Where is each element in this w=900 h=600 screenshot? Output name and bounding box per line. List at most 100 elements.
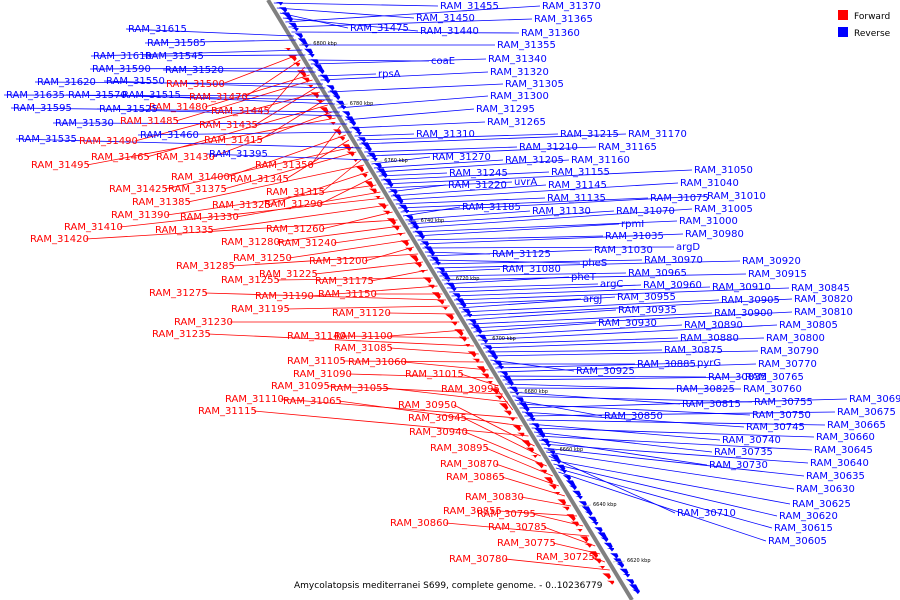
reverse-gene-label[interactable]: pheS <box>582 258 607 269</box>
reverse-gene-label[interactable]: RAM_30880 <box>680 333 739 344</box>
reverse-gene-label[interactable]: RAM_31455 <box>440 1 499 12</box>
forward-gene-arrow[interactable] <box>359 173 368 178</box>
reverse-gene-arrow[interactable] <box>307 54 315 58</box>
reverse-gene-arrow[interactable] <box>458 303 467 309</box>
reverse-gene-label[interactable]: RAM_31000 <box>679 216 738 227</box>
forward-gene-arrow[interactable] <box>382 210 390 215</box>
reverse-gene-label[interactable]: RAM_30875 <box>664 345 723 356</box>
reverse-gene-label[interactable]: RAM_31210 <box>519 142 578 153</box>
forward-gene-label[interactable]: RAM_31150 <box>318 289 377 300</box>
reverse-gene-label[interactable]: RAM_30625 <box>792 499 851 510</box>
reverse-gene-label[interactable]: RAM_30770 <box>758 359 817 370</box>
reverse-gene-arrow[interactable] <box>594 527 603 533</box>
forward-gene-arrow[interactable] <box>575 529 583 532</box>
reverse-gene-label[interactable]: RAM_30790 <box>760 346 819 357</box>
reverse-gene-label[interactable]: RAM_31355 <box>497 40 556 51</box>
forward-gene-arrow[interactable] <box>409 255 419 263</box>
reverse-gene-label[interactable]: RAM_31135 <box>547 193 606 204</box>
reverse-gene-label[interactable]: RAM_30745 <box>746 422 805 433</box>
forward-gene-arrow[interactable] <box>606 580 615 585</box>
forward-gene-label[interactable]: RAM_31480 <box>149 102 208 113</box>
forward-gene-arrow[interactable] <box>292 62 301 67</box>
forward-gene-label[interactable]: RAM_31195 <box>231 304 290 315</box>
forward-gene-label[interactable]: RAM_30870 <box>440 459 499 470</box>
forward-gene-label[interactable]: RAM_30830 <box>465 492 524 503</box>
forward-gene-arrow[interactable] <box>413 262 422 268</box>
forward-gene-arrow[interactable] <box>422 277 432 284</box>
forward-gene-label[interactable]: RAM_31260 <box>266 224 325 235</box>
reverse-gene-label[interactable]: RAM_31035 <box>605 231 664 242</box>
reverse-gene-label[interactable]: argJ <box>583 294 602 305</box>
forward-gene-label[interactable]: RAM_31385 <box>132 197 191 208</box>
reverse-gene-arrow[interactable] <box>364 147 372 153</box>
forward-gene-label[interactable]: RAM_31290 <box>264 199 323 210</box>
forward-gene-arrow[interactable] <box>386 218 397 226</box>
forward-gene-label[interactable]: RAM_30725 <box>536 552 595 563</box>
reverse-gene-label[interactable]: RAM_30800 <box>766 333 825 344</box>
forward-gene-label[interactable]: RAM_31415 <box>204 135 263 146</box>
forward-gene-label[interactable]: RAM_31275 <box>149 288 208 299</box>
reverse-gene-arrow[interactable] <box>370 158 378 162</box>
forward-gene-label[interactable]: RAM_31015 <box>405 369 464 380</box>
forward-gene-label[interactable]: RAM_31345 <box>230 174 289 185</box>
forward-gene-arrow[interactable] <box>499 403 509 411</box>
reverse-gene-arrow[interactable] <box>584 511 593 517</box>
reverse-gene-label[interactable]: RAM_30970 <box>644 255 703 266</box>
reverse-gene-arrow[interactable] <box>490 355 498 361</box>
forward-gene-label[interactable]: RAM_30895 <box>430 443 489 454</box>
reverse-gene-label[interactable]: RAM_30955 <box>617 292 676 303</box>
forward-gene-arrow[interactable] <box>445 314 454 321</box>
reverse-gene-arrow[interactable] <box>389 189 398 195</box>
reverse-gene-label[interactable]: RAM_30645 <box>814 445 873 456</box>
forward-gene-label[interactable]: RAM_31425 <box>109 184 168 195</box>
reverse-gene-arrow[interactable] <box>575 496 583 500</box>
reverse-gene-label[interactable]: RAM_30885 <box>637 359 696 370</box>
forward-gene-arrow[interactable] <box>584 543 592 548</box>
reverse-gene-label[interactable]: RAM_31005 <box>694 204 753 215</box>
forward-gene-label[interactable]: RAM_31335 <box>155 225 214 236</box>
reverse-gene-arrow[interactable] <box>468 319 477 325</box>
forward-gene-label[interactable]: RAM_31200 <box>309 256 368 267</box>
forward-gene-label[interactable]: RAM_31465 <box>91 152 150 163</box>
reverse-gene-label[interactable]: RAM_30960 <box>643 280 702 291</box>
reverse-gene-label[interactable]: RAM_31305 <box>505 79 564 90</box>
forward-gene-arrow[interactable] <box>597 566 605 569</box>
reverse-gene-arrow[interactable] <box>335 100 345 108</box>
forward-gene-label[interactable]: RAM_31420 <box>30 234 89 245</box>
reverse-gene-label[interactable]: RAM_31590 <box>92 64 151 75</box>
reverse-gene-label[interactable]: RAM_31525 <box>99 104 158 115</box>
reverse-gene-label[interactable]: RAM_31080 <box>502 264 561 275</box>
forward-gene-label[interactable]: RAM_31400 <box>171 172 230 183</box>
reverse-gene-label[interactable]: RAM_31395 <box>209 149 268 160</box>
reverse-gene-label[interactable]: RAM_30630 <box>796 484 855 495</box>
reverse-gene-label[interactable]: RAM_30825 <box>676 384 735 395</box>
reverse-gene-label[interactable]: RAM_31440 <box>420 26 479 37</box>
forward-gene-label[interactable]: RAM_31120 <box>332 308 391 319</box>
forward-gene-label[interactable]: RAM_30855 <box>443 506 502 517</box>
reverse-gene-label[interactable]: RAM_31185 <box>462 202 521 213</box>
forward-gene-arrow[interactable] <box>521 440 531 448</box>
reverse-gene-arrow[interactable] <box>332 95 341 101</box>
forward-gene-arrow[interactable] <box>557 499 567 506</box>
reverse-gene-arrow[interactable] <box>606 548 615 552</box>
reverse-gene-arrow[interactable] <box>616 563 625 569</box>
forward-gene-label[interactable]: RAM_30945 <box>408 413 467 424</box>
forward-gene-label[interactable]: RAM_31490 <box>79 136 138 147</box>
forward-gene-label[interactable]: RAM_31435 <box>199 120 258 131</box>
forward-gene-arrow[interactable] <box>364 181 374 189</box>
reverse-gene-label[interactable]: RAM_30660 <box>816 432 875 443</box>
forward-gene-arrow[interactable] <box>508 418 516 421</box>
forward-gene-label[interactable]: RAM_31325 <box>212 200 271 211</box>
reverse-gene-label[interactable]: RAM_30605 <box>768 536 827 547</box>
reverse-gene-label[interactable]: RAM_30910 <box>712 282 771 293</box>
reverse-gene-label[interactable]: RAM_30750 <box>752 410 811 421</box>
forward-gene-arrow[interactable] <box>337 136 345 141</box>
reverse-gene-label[interactable]: RAM_30965 <box>628 268 687 279</box>
reverse-gene-label[interactable]: RAM_31545 <box>145 51 204 62</box>
reverse-gene-label[interactable]: RAM_31265 <box>487 117 546 128</box>
reverse-gene-label[interactable]: RAM_30920 <box>742 256 801 267</box>
reverse-gene-arrow[interactable] <box>351 126 361 134</box>
reverse-gene-arrow[interactable] <box>275 2 283 6</box>
reverse-gene-label[interactable]: RAM_31620 <box>37 77 96 88</box>
forward-gene-arrow[interactable] <box>544 477 554 485</box>
